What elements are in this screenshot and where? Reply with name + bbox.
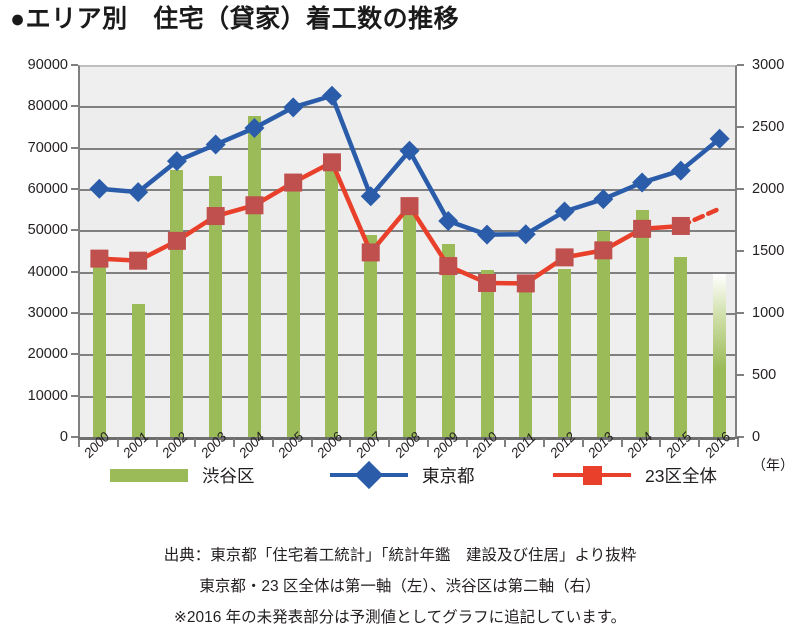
y-axis-right-tick-label: 500 <box>752 367 777 383</box>
y-axis-right-tick-label: 1000 <box>752 305 785 321</box>
bar <box>480 270 494 437</box>
legend-label: 23区全体 <box>645 465 717 486</box>
y-axis-right-tick-label: 3000 <box>752 57 785 73</box>
y-axis-left-tick-label: 90000 <box>27 57 68 73</box>
y-axis-right-tick-label: 2500 <box>752 119 785 135</box>
bar <box>325 169 339 437</box>
legend-swatch-line <box>553 465 631 485</box>
y-axis-left-tick-label: 40000 <box>27 263 68 280</box>
x-axis-tick <box>310 439 313 447</box>
y-axis-left-tick <box>71 188 78 190</box>
y-axis-right-tick <box>737 126 744 128</box>
bar <box>364 234 378 437</box>
y-axis-left-tick <box>71 353 78 356</box>
x-axis-tick <box>388 439 391 447</box>
y-axis-left-tick <box>71 229 78 232</box>
footnote-source: 出典：東京都「住宅着工統計」「統計年鑑 建設及び住居」より抜粋 <box>163 547 637 564</box>
y-axis-left-tick-label: 10000 <box>27 387 68 404</box>
x-axis-tick <box>233 439 236 447</box>
x-axis-tick <box>465 439 468 447</box>
x-axis-tick <box>504 439 507 447</box>
legend-item[interactable]: 23区全体 <box>553 458 717 492</box>
x-axis-tick <box>271 439 274 447</box>
y-axis-right-tick-label: 2000 <box>752 181 785 197</box>
y-axis-left-tick-label: 50000 <box>27 222 68 239</box>
y-axis-right-tick <box>737 436 744 438</box>
bar <box>209 175 223 437</box>
bar <box>558 268 572 437</box>
bar <box>131 303 145 437</box>
y-axis-left-tick-label: 80000 <box>27 98 68 115</box>
y-axis-right-tick <box>737 312 744 314</box>
page-title: ●エリア別 住宅（貸家）着工数の推移 <box>10 5 460 33</box>
chart-area: 0 10000 20000 30000 40000 50000 60000 70000 8000… <box>0 48 800 473</box>
y-axis-left-tick-label: 70000 <box>27 139 68 156</box>
y-axis-left-tick-label: 30000 <box>27 305 68 321</box>
y-axis-left-tick-label: 20000 <box>27 346 68 363</box>
y-axis-right-tick <box>737 64 744 66</box>
x-axis-tick <box>194 439 197 447</box>
legend-label: 東京都 <box>422 465 475 486</box>
y-axis-left-tick <box>71 64 78 66</box>
bar <box>403 206 416 437</box>
bar <box>519 283 533 437</box>
x-axis-tick <box>659 439 662 447</box>
y-axis-right-tick <box>737 374 744 376</box>
bar <box>286 185 300 437</box>
plot-area <box>78 65 737 440</box>
chart-legend: 渋谷区 東京都 23区全体 <box>0 458 800 498</box>
bar <box>596 230 610 437</box>
x-axis-tick <box>737 439 739 447</box>
bar <box>170 170 184 437</box>
legend-item[interactable]: 東京都 <box>330 458 475 492</box>
bar <box>674 257 688 437</box>
legend-item[interactable]: 渋谷区 <box>110 458 255 492</box>
bar <box>635 210 649 437</box>
y-axis-left-tick-label: 60000 <box>27 181 68 197</box>
y-axis-right-tick <box>737 250 744 252</box>
bar <box>713 273 727 437</box>
x-axis-tick <box>426 439 429 447</box>
chart-footnotes: 出典：東京都「住宅着工統計」「統計年鑑 建設及び住居」より抜粋 東京都・23 区… <box>0 540 800 633</box>
x-axis-tick <box>543 439 546 447</box>
gridline <box>80 106 735 109</box>
x-axis-tick <box>349 439 352 447</box>
y-axis-left-tick <box>71 270 78 273</box>
x-axis-line <box>78 437 739 439</box>
bar <box>92 267 106 437</box>
x-axis-tick <box>155 439 158 447</box>
legend-marker-diamond <box>354 460 384 490</box>
y-axis-left-tick <box>71 312 78 314</box>
y-axis-right-tick-label: 0 <box>752 429 761 445</box>
legend-swatch-line <box>330 460 408 490</box>
y-axis-left-tick <box>71 436 78 438</box>
y-axis-right-tick-label: 1500 <box>752 243 785 259</box>
x-axis-tick <box>698 439 701 447</box>
gridline <box>80 65 735 67</box>
x-axis-unit-label: （年） <box>752 457 794 473</box>
bar <box>247 115 261 437</box>
bar <box>441 244 455 437</box>
y-axis-left-tick <box>71 105 78 108</box>
x-axis-tick <box>581 439 584 447</box>
x-axis-tick <box>78 439 80 447</box>
y-axis-left-tick <box>71 394 78 397</box>
plot-band <box>80 107 735 149</box>
y-axis-right-tick <box>737 188 744 190</box>
y-axis-left-tick <box>71 146 78 149</box>
footnote-axes: 東京都・23 区全体は第一軸（左）、渋谷区は第二軸（右） <box>199 578 601 595</box>
legend-marker-square <box>582 465 602 485</box>
x-axis-tick <box>620 439 623 447</box>
footnote-forecast: ※2016 年の未発表部分は予測値としてグラフに追記しています。 <box>173 609 627 626</box>
legend-label: 渋谷区 <box>202 465 255 486</box>
x-axis-tick <box>116 439 119 447</box>
y-axis-left-tick-label: 0 <box>59 429 68 445</box>
legend-swatch-bar <box>110 468 188 482</box>
gridline <box>80 147 735 150</box>
plot-band <box>80 66 735 108</box>
